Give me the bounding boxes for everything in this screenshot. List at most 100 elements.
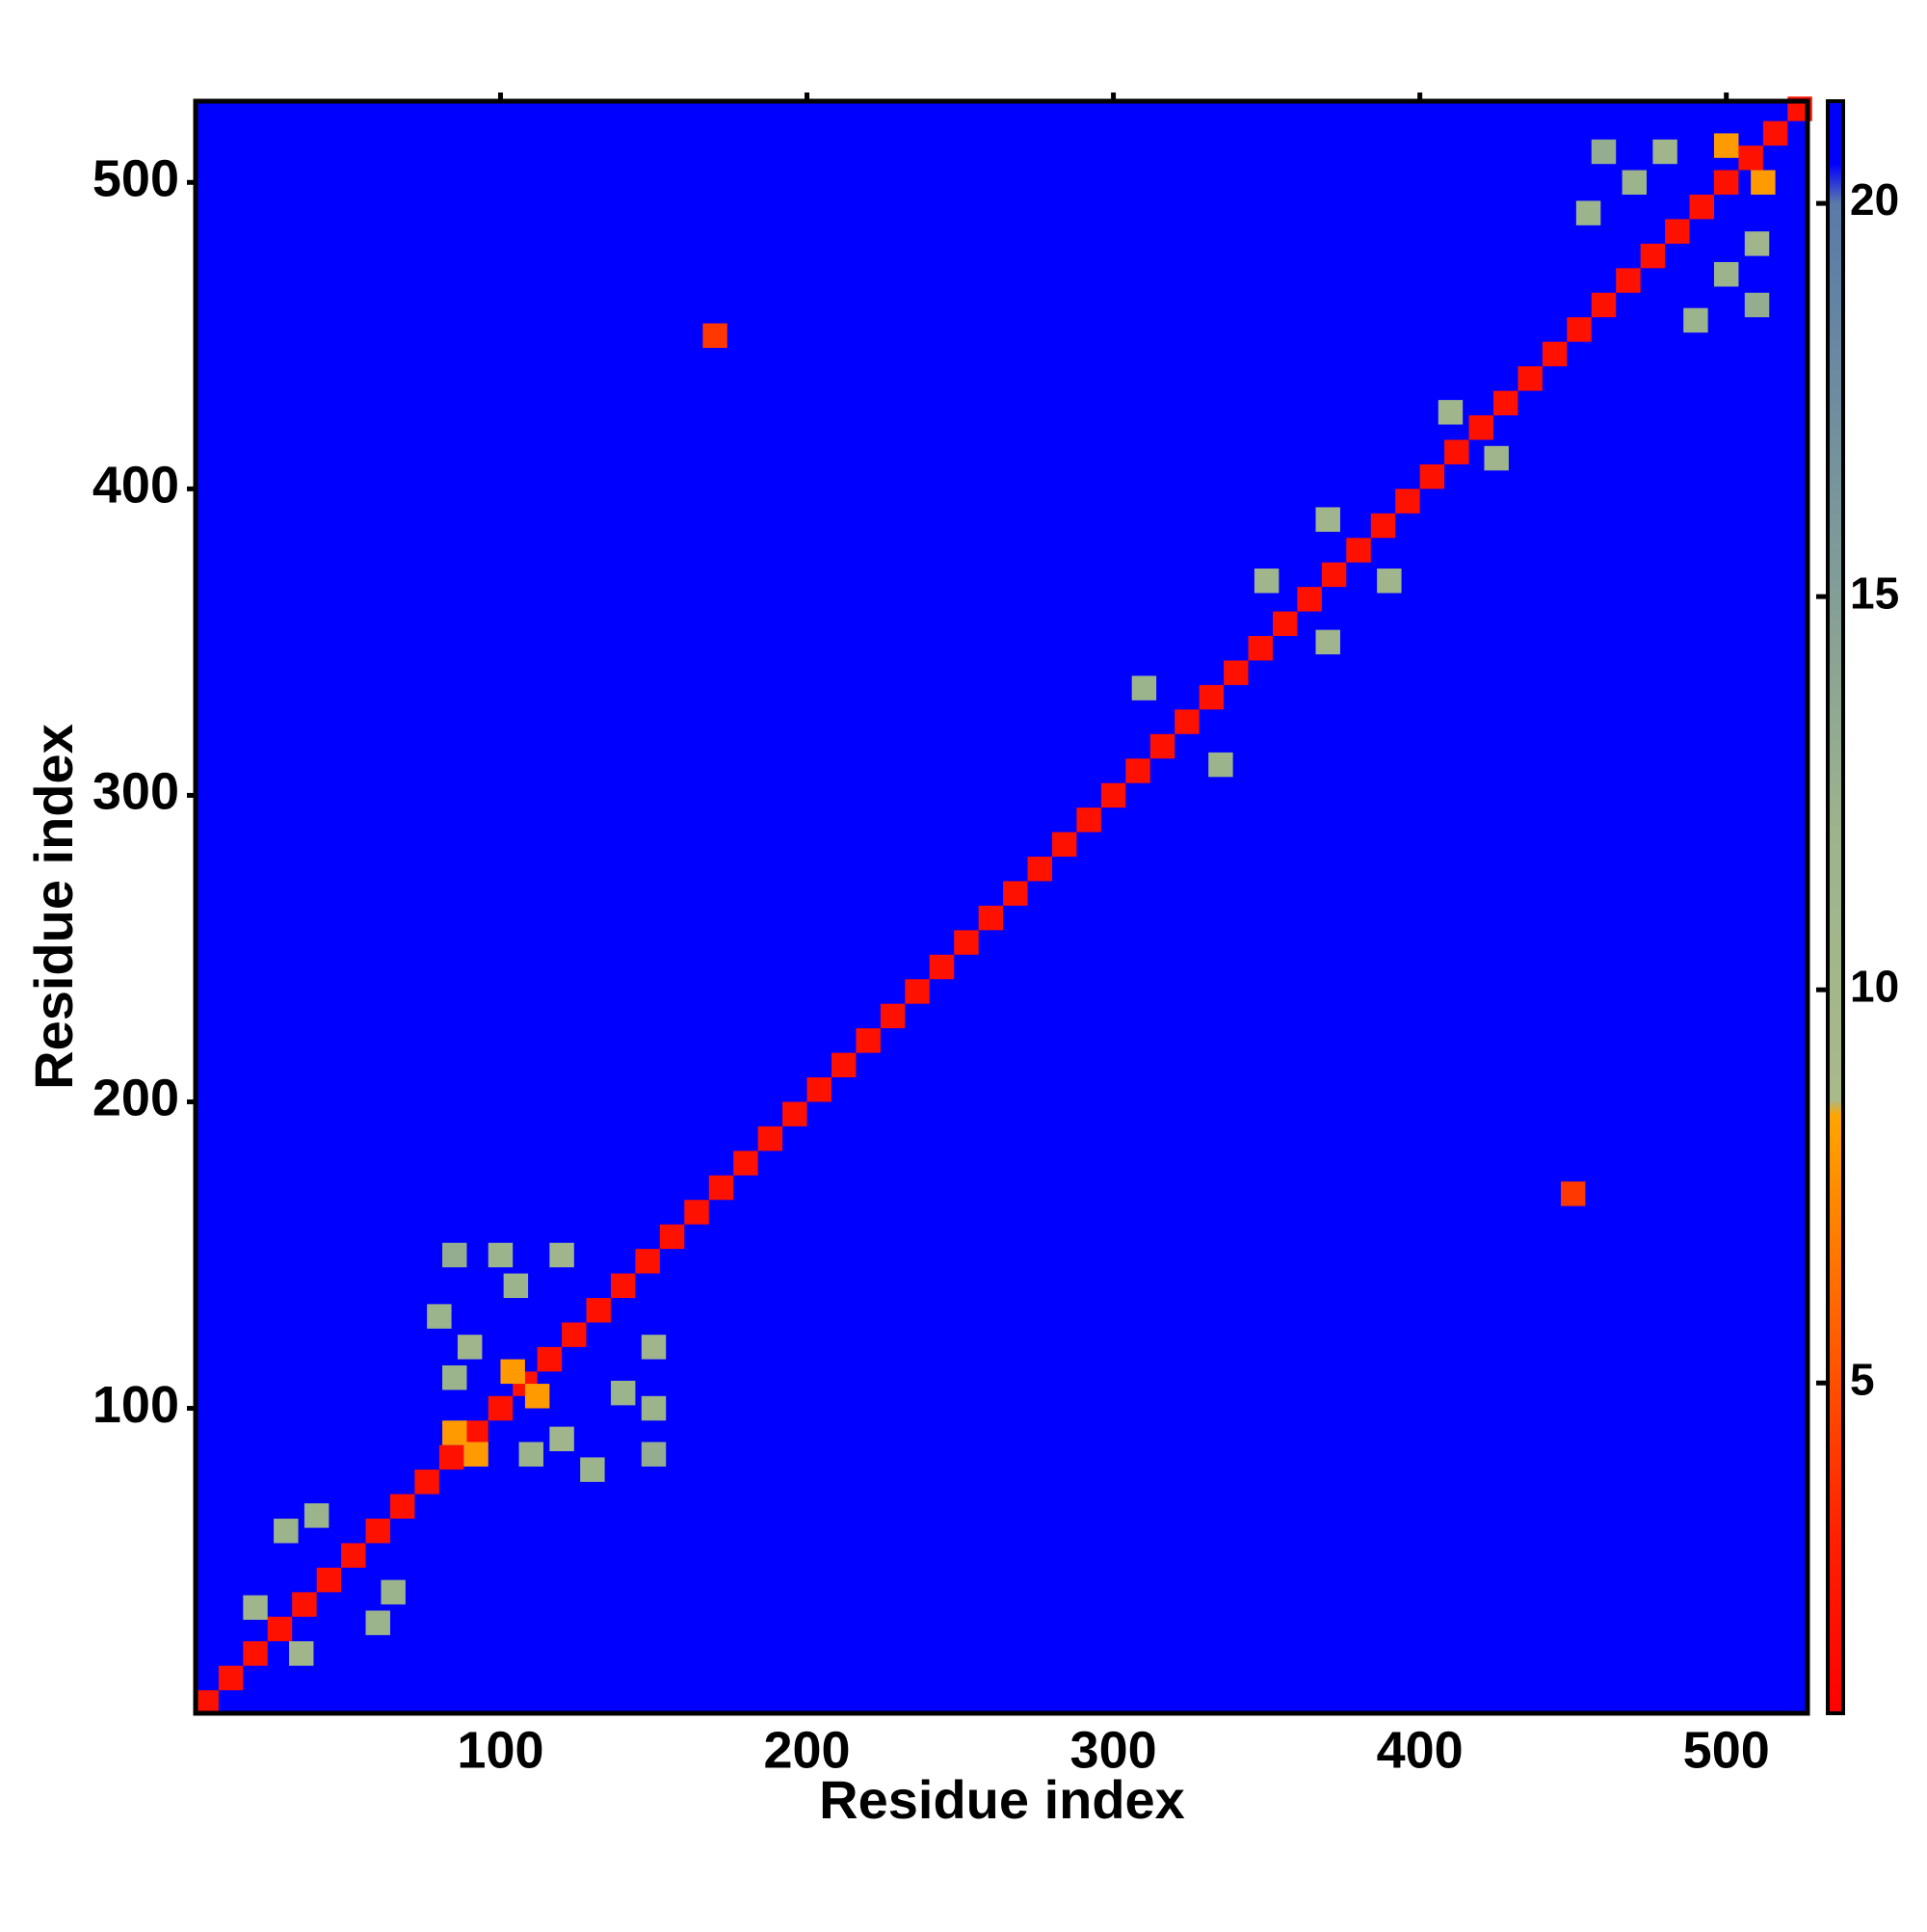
heatmap-cell [1254,569,1280,594]
heatmap-cell [463,1442,488,1467]
heatmap-cell [1248,636,1273,661]
heatmap-cell [905,979,930,1004]
heatmap-cell [365,1610,390,1635]
heatmap-cell [1518,366,1543,391]
heatmap-cell [708,1175,734,1201]
heatmap-cell [586,1298,611,1323]
heatmap-cell [1622,170,1648,196]
heatmap-cell [1438,400,1464,425]
heatmap-cell [1713,261,1739,287]
heatmap-cell [488,1242,514,1268]
heatmap-cell [1484,445,1509,471]
heatmap-cell [463,1420,488,1445]
heatmap-cell [1616,268,1641,293]
heatmap-cell [1744,231,1770,256]
heatmap-cell [427,1304,452,1329]
heatmap-cell [549,1426,574,1452]
colorbar-tick-label: 10 [1850,961,1899,1011]
heatmap-cell [610,1273,636,1299]
heatmap-cell [880,1003,906,1029]
heatmap-cell [1272,611,1298,637]
heatmap-cell [500,1359,525,1385]
heatmap-cell [1591,292,1617,318]
heatmap-cell [365,1519,390,1544]
heatmap-cell [414,1469,439,1495]
heatmap-cell [1713,170,1739,196]
heatmap-cell [549,1242,574,1268]
heatmap-cell [389,1494,415,1520]
heatmap-cell [1591,139,1617,165]
heatmap-cell [381,1579,406,1605]
heatmap-cell [442,1420,467,1445]
heatmap-cell [488,1395,514,1421]
heatmap-cell [733,1151,758,1176]
heatmap-cell [978,905,1004,931]
heatmap-cell [1315,507,1340,532]
heatmap-cell [1051,832,1077,858]
heatmap-cell [243,1595,268,1620]
heatmap-cell [442,1365,467,1390]
heatmap-cell [1683,307,1708,333]
heatmap-cell [316,1567,342,1593]
heatmap-cell [1395,489,1420,514]
heatmap-cell [1444,439,1469,464]
heatmap-cell [641,1335,667,1360]
heatmap-cell [243,1641,268,1666]
heatmap-cell [1751,170,1776,196]
y-tick-label: 100 [92,1376,179,1434]
heatmap-cell [518,1442,543,1467]
heatmap-cell [1224,660,1249,685]
heatmap-cell [267,1616,293,1642]
heatmap-cell [1689,195,1714,220]
heatmap-cell [929,954,955,980]
heatmap-cell [782,1101,807,1126]
y-tick-label: 500 [92,150,179,208]
heatmap-cell [1713,133,1739,158]
y-axis-title: Residue index [23,724,84,1090]
heatmap-cell [289,1641,314,1666]
x-tick-label: 500 [1683,1721,1770,1779]
x-tick-label: 100 [457,1721,543,1779]
colorbar-tick-label: 5 [1850,1354,1875,1404]
heatmap-cell [831,1052,857,1078]
heatmap-cell [641,1395,667,1421]
heatmap-cell [503,1273,529,1299]
heatmap-cell [442,1242,467,1268]
heatmap-cell [806,1077,832,1102]
heatmap-cell [1100,782,1126,808]
heatmap-cell [1377,569,1402,594]
y-tick-label: 300 [92,763,179,821]
heatmap-cell [304,1503,330,1528]
heatmap-cell [702,323,727,349]
heatmap-cell [580,1457,605,1482]
y-tick-label: 400 [92,457,179,515]
heatmap-cell [1321,562,1347,588]
colorbar-tick-label: 20 [1850,174,1899,225]
heatmap-cell [341,1543,366,1568]
heatmap-cell [292,1592,317,1617]
heatmap-cell [1744,292,1770,318]
heatmap-cell [524,1384,550,1409]
heatmap-cell [194,1690,219,1715]
heatmap-cell [1567,317,1592,342]
x-axis-title: Residue index [819,1769,1185,1830]
plot-frame [193,98,1810,1716]
heatmap-cell [1003,881,1028,906]
heatmap-cell [635,1249,660,1274]
heatmap-cell [1560,1181,1586,1206]
heatmap-cell [562,1322,587,1347]
heatmap-cell [954,930,979,955]
heatmap-cell [1315,629,1340,655]
heatmap-cell [457,1335,483,1360]
heatmap-cell [1076,807,1101,833]
heatmap-cell [1199,684,1225,710]
heatmap-cell [659,1224,685,1250]
heatmap-cell [1652,139,1677,165]
x-tick-label: 300 [1070,1721,1157,1779]
heatmap-cell [1762,120,1788,146]
heatmap-cell [1419,463,1445,490]
heatmap-cell [1297,587,1322,612]
heatmap-cell [1492,390,1518,416]
heatmap-cell [1665,219,1690,244]
